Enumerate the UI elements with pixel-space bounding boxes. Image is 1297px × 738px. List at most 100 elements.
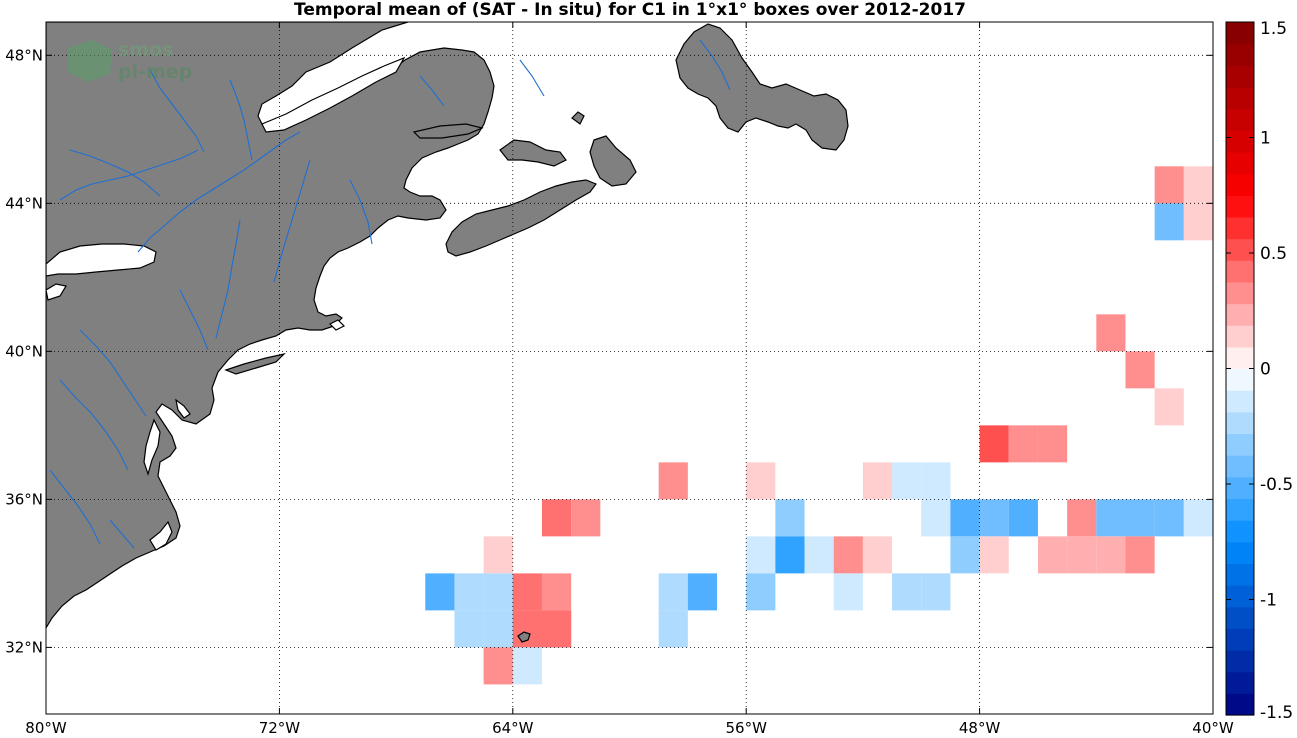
magdalen-islands	[571, 111, 585, 125]
river	[59, 149, 199, 201]
anomaly-cell	[541, 499, 572, 537]
river	[79, 329, 147, 417]
latitude-label: 36°N	[5, 490, 43, 508]
anomaly-cell	[1154, 499, 1184, 537]
lake-ontario	[46, 243, 157, 277]
colorbar-step	[1226, 628, 1254, 651]
anomaly-cell	[804, 536, 834, 574]
anomaly-cell	[1008, 499, 1038, 537]
colorbar-step	[1226, 411, 1254, 435]
logo-line2: pi-mep	[118, 61, 192, 83]
colorbar-step	[1226, 65, 1254, 88]
anomaly-cell	[1096, 314, 1126, 352]
colorbar-step	[1226, 346, 1254, 370]
delaware-bay	[175, 398, 191, 419]
anomaly-cell	[1037, 425, 1068, 463]
anomaly-cell	[1096, 536, 1126, 574]
colorbar-step	[1226, 563, 1254, 586]
anomaly-cell	[1183, 499, 1213, 537]
colorbar-step	[1226, 390, 1254, 413]
colorbar-step	[1226, 151, 1254, 175]
colorbar-step	[1226, 606, 1254, 629]
colorbar-step	[1226, 455, 1254, 478]
longitude-label: 48°W	[959, 719, 1001, 737]
anomaly-cell	[921, 462, 951, 500]
pamlico-sound	[149, 520, 173, 551]
anomaly-cell	[1154, 166, 1184, 204]
longitude-label: 56°W	[725, 719, 767, 737]
anomaly-cell	[1037, 536, 1068, 574]
colorbar-step	[1226, 108, 1254, 131]
map-title: Temporal mean of (SAT - In situ) for C1 …	[294, 0, 966, 20]
river	[215, 219, 241, 339]
anomaly-cell	[483, 610, 513, 648]
river	[59, 379, 129, 471]
anomaly-cell	[571, 499, 601, 537]
colorbar-tick-label: -1.5	[1260, 703, 1293, 723]
anomaly-cell	[979, 425, 1009, 463]
river	[179, 289, 209, 351]
prince-edward-island	[499, 139, 567, 167]
colorbar-tick-label: 0.5	[1260, 244, 1287, 264]
colorbar-step	[1226, 195, 1254, 218]
colorbar-step	[1226, 281, 1254, 305]
colorbar-step	[1226, 260, 1254, 283]
river	[699, 39, 731, 91]
anomaly-cell	[1008, 425, 1038, 463]
anomaly-cell	[512, 573, 542, 611]
latitude-label: 40°N	[5, 342, 43, 360]
anomaly-cell	[1125, 536, 1155, 574]
river	[273, 159, 311, 283]
anomaly-cell	[950, 499, 980, 537]
anomaly-cell	[454, 610, 484, 648]
colorbar-tick-label: -0.5	[1260, 475, 1293, 495]
colorbar-step	[1226, 693, 1254, 716]
axis-ticks	[45, 22, 1214, 714]
river	[419, 75, 445, 107]
anomaly-cell	[833, 573, 863, 611]
colorbar	[1226, 22, 1254, 716]
latitude-label: 32°N	[5, 638, 43, 656]
colorbar-step	[1226, 238, 1254, 261]
anomaly-cell	[658, 462, 688, 500]
colorbar-step	[1226, 368, 1254, 391]
anomaly-cell	[658, 573, 688, 611]
anomaly-cell	[746, 462, 776, 500]
colorbar-step	[1226, 22, 1254, 45]
anomaly-cell	[1067, 536, 1097, 574]
anomaly-cell	[862, 536, 893, 574]
colorbar-tick-label: 1	[1260, 129, 1271, 149]
longitude-label: 40°W	[1192, 719, 1234, 737]
saint-lawrence-river	[137, 131, 301, 253]
river	[149, 69, 205, 153]
anomaly-cell	[454, 573, 484, 611]
anomaly-cell	[512, 610, 542, 648]
anomaly-cell	[979, 499, 1009, 537]
anomaly-cell	[1183, 203, 1213, 241]
anomaly-cell	[425, 573, 455, 611]
long-island	[224, 352, 286, 375]
logo-line1: smos	[118, 39, 173, 61]
anticosti-island	[412, 123, 484, 139]
anomaly-cell	[658, 610, 688, 648]
river	[109, 519, 135, 549]
cape-cod-bay	[328, 319, 346, 331]
colorbar-step	[1226, 671, 1254, 694]
anomaly-cell	[833, 536, 863, 574]
anomaly-cell	[950, 536, 980, 574]
anomaly-cell	[1125, 499, 1155, 537]
longitude-label: 80°W	[25, 719, 67, 737]
colorbar-step	[1226, 541, 1254, 565]
anomaly-cell	[1154, 203, 1184, 241]
anomaly-cell	[862, 462, 893, 500]
anomaly-cell	[921, 573, 951, 611]
colorbar-step	[1226, 130, 1254, 153]
chesapeake-bay	[143, 418, 161, 477]
river	[519, 59, 545, 97]
colorbar-tick-label: -1	[1260, 591, 1277, 611]
rivers-layer	[49, 39, 731, 549]
anomaly-cell	[483, 573, 513, 611]
longitude-label: 64°W	[492, 719, 534, 737]
anomaly-cell	[512, 647, 542, 685]
